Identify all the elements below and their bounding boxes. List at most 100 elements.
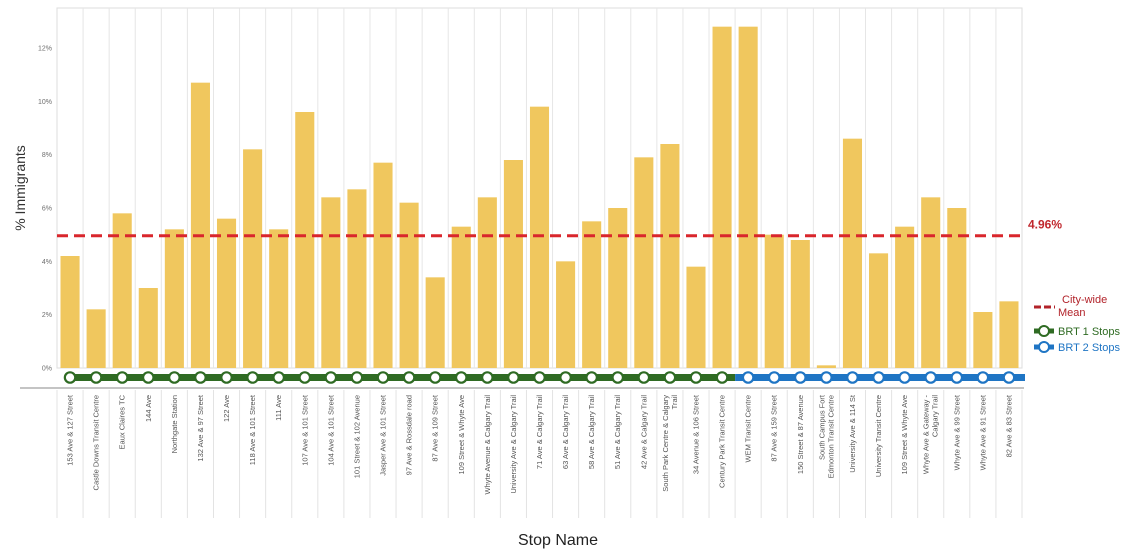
stop-marker <box>689 371 703 384</box>
stop-marker <box>585 371 598 384</box>
bar <box>712 26 732 369</box>
category-gridlines <box>20 8 1024 518</box>
category-label: 111 Ave <box>274 395 283 421</box>
stop-marker <box>976 371 990 384</box>
svg-text:Jasper Ave & 101 Street: Jasper Ave & 101 Street <box>379 394 388 476</box>
bar <box>764 234 784 368</box>
svg-text:42 Ave & Calgary Trail: 42 Ave & Calgary Trail <box>639 395 648 469</box>
stop-marker <box>898 371 911 384</box>
svg-text:97 Ave & Rossdale road: 97 Ave & Rossdale road <box>405 395 414 475</box>
svg-text:Whyte Ave & Gateway -Calgary T: Whyte Ave & Gateway -Calgary Trail <box>922 394 940 474</box>
svg-text:Eaux Claires TC: Eaux Claires TC <box>118 394 127 449</box>
stop-marker <box>220 371 233 384</box>
category-label: Jasper Ave & 101 Street <box>379 394 388 476</box>
svg-text:122 Ave: 122 Ave <box>222 395 231 422</box>
svg-text:101 Street & 102 Avenue: 101 Street & 102 Avenue <box>352 395 361 478</box>
mean-value-label: 4.96% <box>1028 218 1062 232</box>
bar <box>321 197 341 368</box>
svg-text:150 Street & 87 Avenue: 150 Street & 87 Avenue <box>796 395 805 474</box>
stop-marker <box>559 371 572 384</box>
y-tick-label: 6% <box>42 206 52 213</box>
stop-marker <box>168 371 181 384</box>
category-label: University Transit Centre <box>874 395 883 477</box>
bar <box>477 197 497 368</box>
svg-text:87 Ave & 159 Street: 87 Ave & 159 Street <box>770 394 779 461</box>
stop-marker <box>141 371 155 384</box>
stop-marker <box>741 371 755 384</box>
stop-marker <box>950 371 964 384</box>
svg-text:University Ave & Calgary Trail: University Ave & Calgary Trail <box>509 395 518 494</box>
category-label: South Campus FortEdmonton Transit Centre <box>817 394 835 478</box>
svg-text:Century Park Transit Centre: Century Park Transit Centre <box>718 395 727 488</box>
stop-marker <box>428 371 442 384</box>
svg-text:Castle Downs Transit Centre: Castle Downs Transit Centre <box>92 395 101 490</box>
category-label: 109 Street & Whyte Ave <box>900 395 909 475</box>
y-tick-label: 2% <box>42 312 52 319</box>
svg-text:111 Ave: 111 Ave <box>274 395 283 421</box>
bar <box>842 138 863 368</box>
stop-marker <box>246 371 259 384</box>
category-label: 144 Ave <box>144 395 153 422</box>
svg-text:109 Street & Whyte Ave: 109 Street & Whyte Ave <box>457 395 466 475</box>
svg-text:WEM Transit Centre: WEM Transit Centre <box>744 395 753 463</box>
svg-text:87 Ave & 109 Street: 87 Ave & 109 Street <box>431 394 440 461</box>
y-tick-label: 8% <box>42 152 52 159</box>
stop-marker <box>1002 371 1016 384</box>
svg-text:144 Ave: 144 Ave <box>144 395 153 422</box>
stop-marker <box>272 371 285 384</box>
city-wide-mean-line: 4.96% <box>57 218 1062 238</box>
svg-text:82 Ave & 83 Street: 82 Ave & 83 Street <box>1004 394 1013 457</box>
bar <box>973 312 993 368</box>
svg-text:71 Ave & Calgary Trail: 71 Ave & Calgary Trail <box>535 395 544 469</box>
category-label: University Ave & 114 St <box>848 394 857 473</box>
y-tick-label: 10% <box>38 99 52 106</box>
category-label: Whyte Avenue & Calgary Trail <box>483 395 492 495</box>
category-label: 132 Ave & 97 Street <box>196 394 205 461</box>
stop-marker <box>454 371 468 384</box>
bar <box>738 26 758 369</box>
category-label: WEM Transit Centre <box>744 395 753 463</box>
bar <box>451 226 471 368</box>
stop-marker <box>194 371 207 384</box>
category-label: 87 Ave & 159 Street <box>770 394 779 461</box>
bar <box>86 309 106 368</box>
stop-marker <box>872 371 885 384</box>
category-label: 34 Avenue & 106 Street <box>691 394 700 474</box>
svg-text:University Ave & 114 St: University Ave & 114 St <box>848 394 857 473</box>
bar <box>790 240 810 368</box>
svg-text:109 Street & Whyte Ave: 109 Street & Whyte Ave <box>900 395 909 475</box>
bar <box>373 162 393 368</box>
category-label: 87 Ave & 109 Street <box>431 394 440 461</box>
svg-text:51 Ave & Calgary Trail: 51 Ave & Calgary Trail <box>613 395 622 469</box>
stop-marker <box>846 371 859 384</box>
stop-marker <box>663 371 677 384</box>
legend-brt1-swatch-marker <box>1038 325 1050 337</box>
legend-brt1-label: BRT 1 Stops <box>1058 326 1120 338</box>
chart-legend: City-wide Mean BRT 1 Stops BRT 2 Stops <box>1034 294 1120 354</box>
bar <box>660 144 680 368</box>
y-tick-label: 0% <box>42 366 52 373</box>
bar <box>269 229 289 368</box>
category-label: 101 Street & 102 Avenue <box>352 395 361 478</box>
bar <box>138 288 158 368</box>
stop-marker <box>924 371 938 384</box>
bar <box>816 365 836 368</box>
stop-marker <box>507 371 520 384</box>
bar <box>608 208 628 368</box>
bar <box>216 218 237 368</box>
stop-marker <box>767 371 781 384</box>
svg-text:58 Ave & Calgary Trail: 58 Ave & Calgary Trail <box>587 395 596 469</box>
bar <box>999 301 1019 368</box>
category-label: South Park Centre & CalgaryTrail <box>661 395 679 492</box>
bar <box>921 197 941 368</box>
stop-marker <box>715 371 729 384</box>
svg-text:132 Ave & 97 Street: 132 Ave & 97 Street <box>196 394 205 461</box>
brt-route-strip <box>63 371 1025 384</box>
bar <box>634 157 654 368</box>
category-label: 58 Ave & Calgary Trail <box>587 395 596 469</box>
svg-text:118 Ave & 101 Street: 118 Ave & 101 Street <box>248 394 257 465</box>
svg-text:South Park Centre & CalgaryTra: South Park Centre & CalgaryTrail <box>661 395 679 492</box>
stop-marker <box>324 371 338 384</box>
category-label: Castle Downs Transit Centre <box>92 395 101 490</box>
